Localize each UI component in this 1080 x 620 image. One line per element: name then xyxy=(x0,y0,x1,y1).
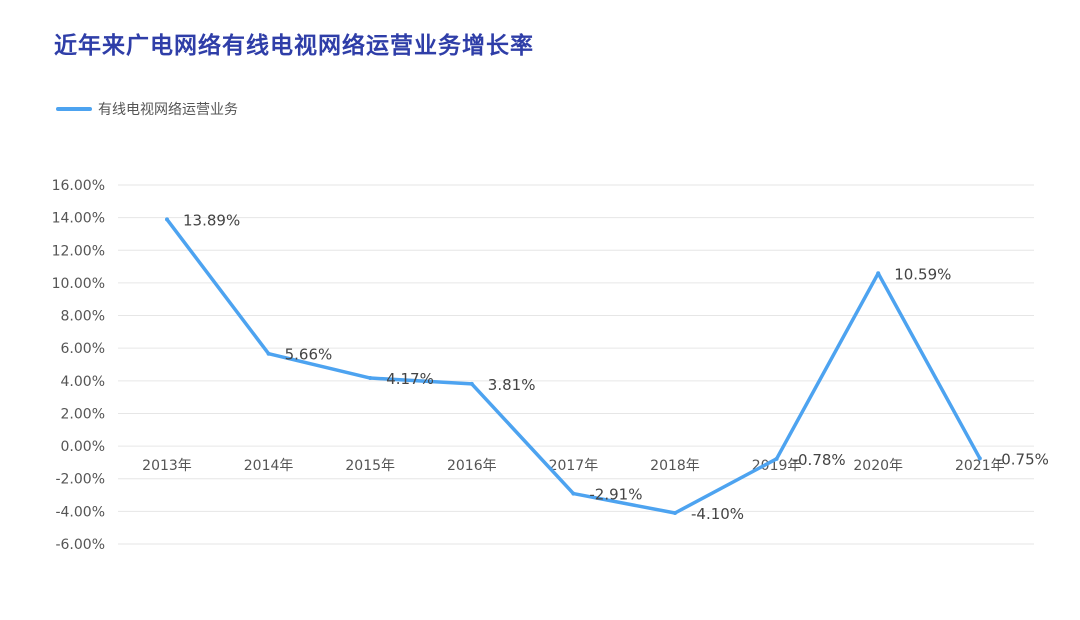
data-labels: 13.89% 5.66% 4.17% 3.81% -2.91% -4.10% -0.78% 1… xyxy=(183,211,1049,523)
data-label: 13.89% xyxy=(183,211,240,229)
data-point xyxy=(571,491,576,496)
data-point xyxy=(977,456,982,461)
y-tick-label: -2.00% xyxy=(55,472,105,488)
x-tick-label: 2021年 xyxy=(955,458,1005,474)
legend-label: 有线电视网络运营业务 xyxy=(98,102,238,118)
y-tick-label: 2.00% xyxy=(61,406,105,422)
y-tick-label: -4.00% xyxy=(55,504,105,520)
y-tick-label: -6.00% xyxy=(55,537,105,553)
data-label: -4.10% xyxy=(691,505,744,523)
x-tick-label: 2020年 xyxy=(853,458,903,474)
x-tick-label: 2019年 xyxy=(752,458,802,474)
data-point xyxy=(469,381,474,386)
y-tick-label: 6.00% xyxy=(61,341,105,357)
data-point xyxy=(673,510,677,515)
series-line-layer xyxy=(165,217,982,515)
data-label: 3.81% xyxy=(488,376,536,394)
x-tick-label: 2017年 xyxy=(549,458,599,474)
x-tick-label: 2018年 xyxy=(650,458,700,474)
data-label: -0.78% xyxy=(793,451,846,469)
y-tick-label: 4.00% xyxy=(61,374,105,390)
x-tick-label: 2016年 xyxy=(447,458,497,474)
y-axis-ticks: 16.00% 14.00% 12.00% 10.00% 8.00% 6.00% 4.00% 2… xyxy=(52,178,105,553)
chart-title: 近年来广电网络有线电视网络运营业务增长率 xyxy=(54,33,534,59)
y-tick-label: 14.00% xyxy=(52,211,105,227)
legend-swatch xyxy=(56,107,92,111)
grid-lines xyxy=(118,184,1034,545)
x-tick-label: 2014年 xyxy=(244,458,294,474)
x-tick-label: 2013年 xyxy=(142,458,192,474)
data-point xyxy=(774,456,779,461)
y-tick-label: 16.00% xyxy=(52,178,105,194)
data-label: 10.59% xyxy=(894,265,951,283)
data-label: 4.17% xyxy=(386,370,434,388)
data-point xyxy=(266,351,271,356)
data-point xyxy=(876,271,881,276)
y-tick-label: 8.00% xyxy=(61,309,105,325)
data-point xyxy=(165,217,169,222)
data-label: -2.91% xyxy=(589,486,642,504)
data-label: -0.75% xyxy=(996,450,1049,468)
x-axis-ticks: 2013年 2014年 2015年 2016年 2017年 2018年 2019年 2020年… xyxy=(142,458,1004,474)
y-tick-label: 10.00% xyxy=(52,276,105,292)
x-tick-label: 2015年 xyxy=(345,458,395,474)
data-label: 5.66% xyxy=(285,346,333,364)
legend: 有线电视网络运营业务 xyxy=(56,99,238,119)
y-tick-label: 12.00% xyxy=(52,243,105,259)
y-tick-label: 0.00% xyxy=(61,439,105,455)
data-point xyxy=(368,376,373,381)
